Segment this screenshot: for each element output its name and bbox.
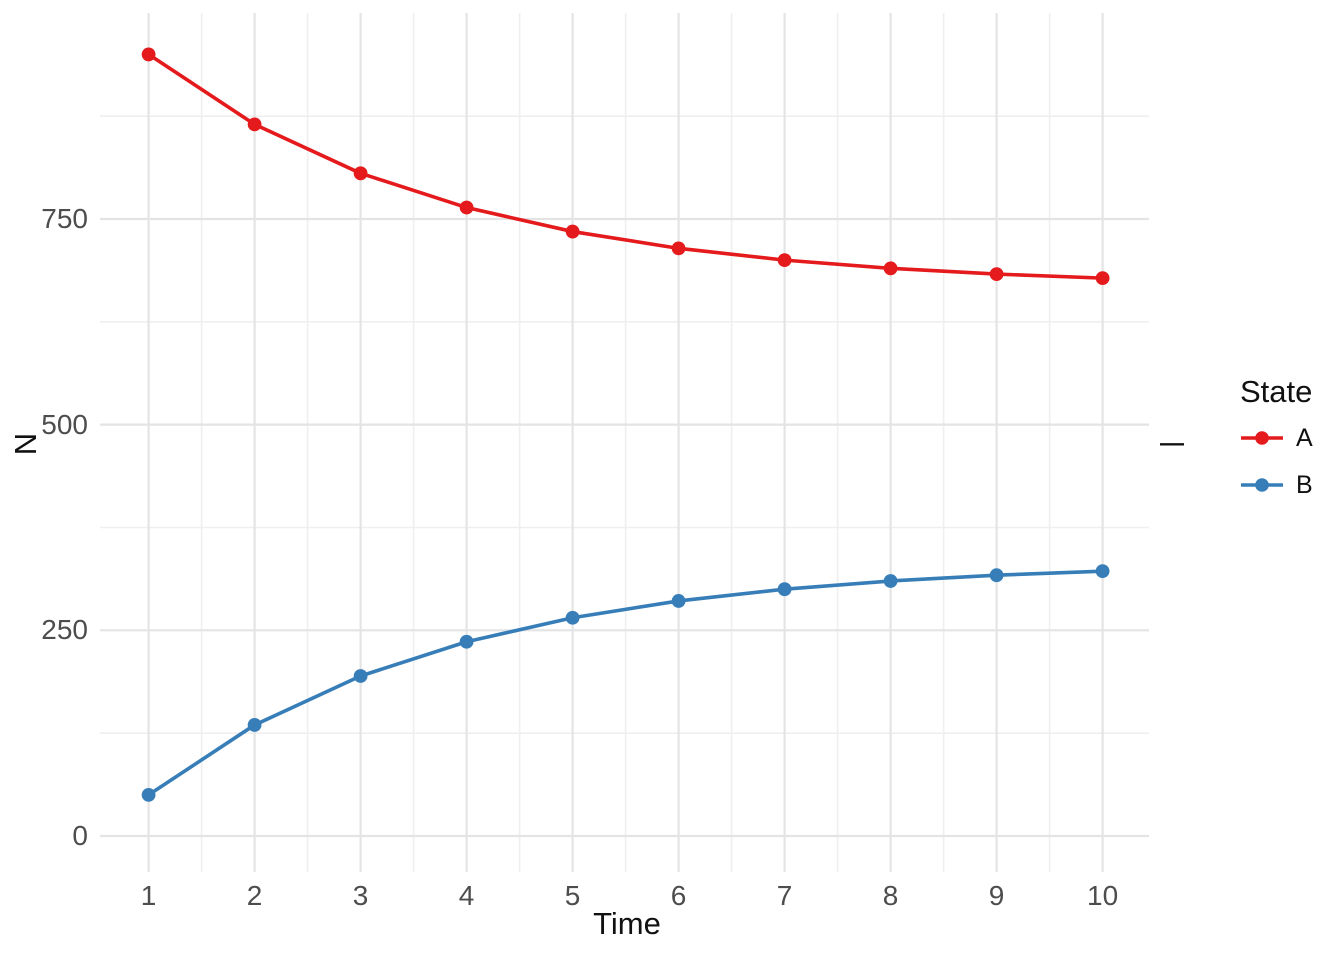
y-axis-title: N (8, 432, 43, 456)
y-tick-label: 750 (41, 202, 88, 234)
series-line-b (146, 569, 1105, 797)
legend-title: State (1240, 374, 1313, 409)
legend-item-b: B (1240, 470, 1313, 500)
data-point-b (353, 669, 368, 683)
y-tick-label: 250 (41, 614, 88, 646)
data-point-b (459, 634, 474, 649)
data-point-a (1095, 271, 1110, 286)
y-tick-label: 0 (72, 820, 88, 851)
x-tick-label: 5 (564, 880, 581, 911)
data-point-b (141, 787, 156, 802)
data-point-a (247, 117, 262, 132)
legend-label-a: A (1296, 424, 1313, 452)
data-point-b (989, 568, 1004, 583)
x-tick-label: 1 (140, 880, 157, 911)
x-tick-label: 4 (458, 880, 475, 911)
data-point-a (141, 47, 156, 62)
data-point-a (353, 166, 368, 181)
data-point-b (247, 718, 262, 732)
legend-label-b: B (1296, 471, 1313, 499)
legend-key-a-icon (1241, 431, 1283, 445)
y-tick-label: 500 (41, 408, 88, 440)
x-tick-label: 3 (352, 880, 369, 911)
data-point-a (989, 267, 1004, 281)
x-tick-label: 8 (882, 880, 899, 911)
x-tick-label: 7 (776, 880, 793, 911)
data-point-b (1095, 564, 1110, 579)
right-axis-dash-annotation: — (1160, 430, 1184, 457)
x-tick-label: 2 (246, 880, 263, 911)
data-point-b (565, 610, 580, 625)
x-axis-title: Time (593, 906, 661, 941)
data-point-b (883, 574, 898, 588)
data-point-a (671, 241, 686, 256)
data-point-b (671, 594, 686, 608)
x-tick-label: 10 (1087, 880, 1119, 911)
series-line-a (146, 52, 1105, 280)
data-point-a (459, 200, 474, 215)
x-tick-label: 6 (670, 880, 687, 911)
legend-key-b-icon (1241, 478, 1283, 492)
data-point-a (883, 261, 898, 276)
data-point-a (565, 224, 580, 239)
data-point-a (777, 253, 792, 268)
data-point-b (777, 582, 792, 597)
legend: State A B (1240, 375, 1313, 517)
x-tick-label: 9 (988, 880, 1005, 911)
legend-item-a: A (1240, 423, 1313, 453)
